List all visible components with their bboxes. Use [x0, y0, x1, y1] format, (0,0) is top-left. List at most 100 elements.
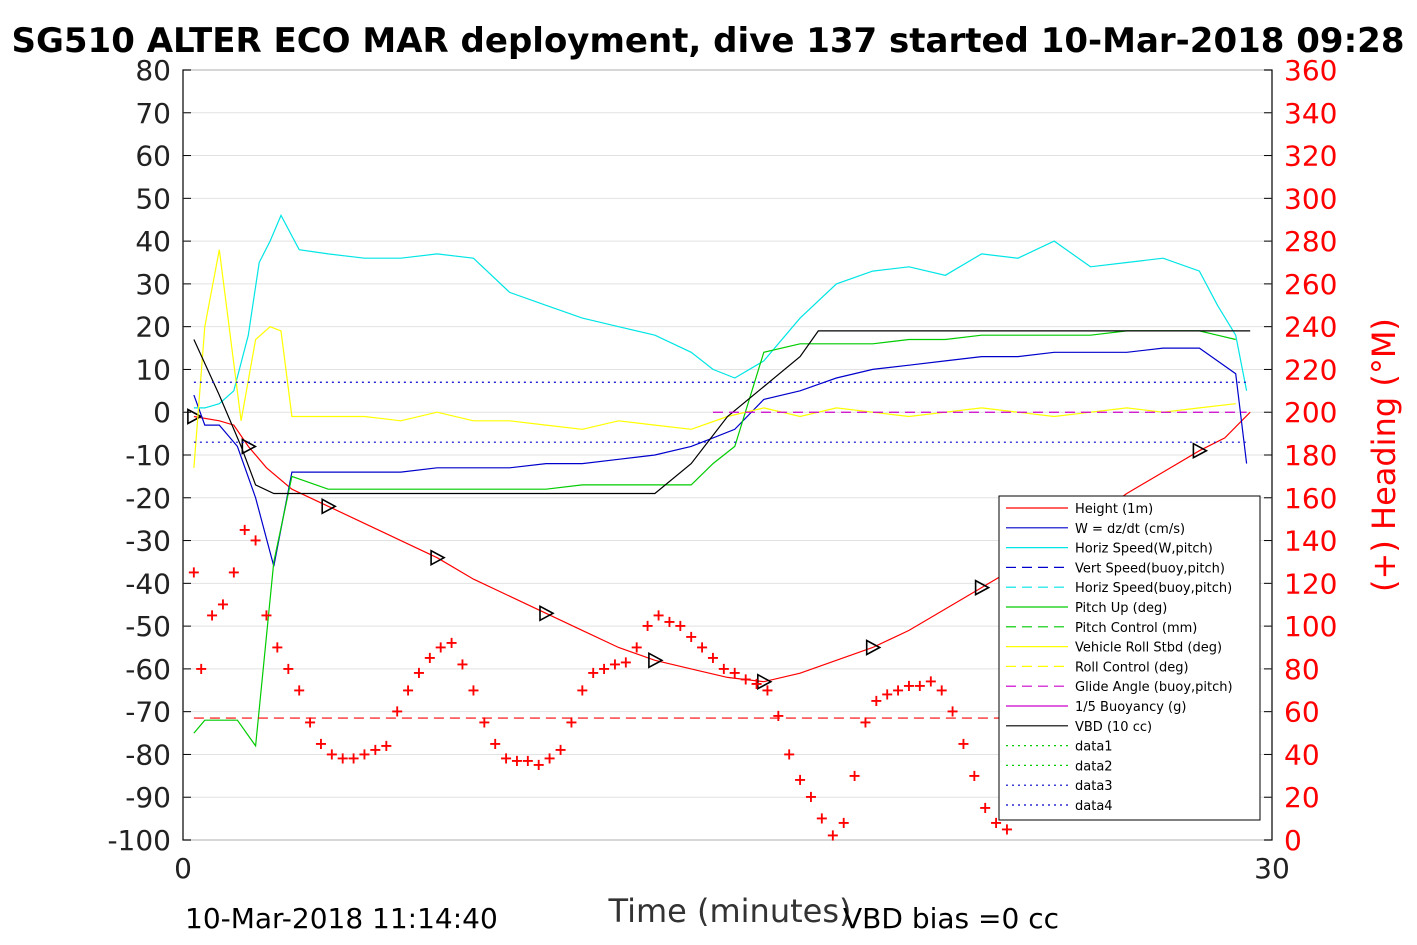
left-tick-label: 40 [135, 225, 171, 258]
legend: Height (1m) W = dz/dt (cm/s) Horiz Speed(W… [998, 495, 1261, 821]
legend-label: data1 [1075, 740, 1113, 755]
right-tick-label: 300 [1284, 182, 1337, 215]
legend-label: Horiz Speed(buoy,pitch) [1075, 581, 1232, 596]
left-tick-label: 10 [135, 353, 171, 386]
legend-label: Pitch Up (deg) [1075, 601, 1167, 616]
heading-point: + [249, 531, 262, 550]
height-marker [648, 651, 664, 669]
right-tick-label: 20 [1284, 781, 1320, 814]
x-axis-label: Time (minutes) [608, 892, 852, 930]
right-tick-label: 40 [1284, 738, 1320, 771]
height-marker [756, 673, 773, 691]
heading-point: + [423, 648, 436, 667]
left-tick-label: -90 [125, 781, 171, 814]
right-axis-label: (+) Heading (°M) [1365, 318, 1403, 592]
x-axis-ticks: 0 30 [174, 832, 1290, 885]
left-tick-label: -60 [125, 653, 171, 686]
heading-point: + [380, 736, 393, 755]
right-tick-label: 260 [1284, 268, 1337, 301]
right-axis-ticks: 3603403203002802602402202001801601401201… [1264, 54, 1337, 857]
right-tick-label: 0 [1284, 824, 1302, 857]
heading-point: + [924, 672, 937, 691]
heading-point: + [467, 680, 480, 699]
legend-label: Pitch Control (mm) [1075, 621, 1197, 636]
timestamp-label: 10-Mar-2018 11:14:40 [185, 902, 498, 935]
legend-label: Roll Control (deg) [1075, 660, 1189, 675]
legend-label: W = dz/dt (cm/s) [1075, 522, 1185, 537]
legend-label: data3 [1075, 779, 1113, 794]
height-marker [430, 549, 446, 567]
left-tick-label: -30 [125, 525, 171, 558]
height-marker [539, 604, 555, 622]
heading-point: + [314, 734, 327, 753]
heading-point: + [336, 749, 349, 768]
heading-point: + [902, 676, 915, 695]
right-tick-label: 280 [1284, 225, 1337, 258]
heading-point: + [848, 766, 861, 785]
left-tick-label: -100 [107, 824, 171, 857]
heading-point: + [478, 712, 491, 731]
height-marker [241, 438, 258, 455]
legend-label: 1/5 Buoyancy (g) [1075, 700, 1186, 715]
series-horiz-speed-w-pitch [193, 214, 1248, 409]
heading-point: + [1000, 819, 1013, 838]
heading-point: + [783, 744, 796, 763]
heading-point: + [499, 749, 512, 768]
left-tick-label: -70 [125, 696, 171, 729]
heading-point: + [717, 659, 730, 678]
right-tick-label: 240 [1284, 311, 1337, 344]
x-tick-label: 0 [174, 852, 192, 885]
legend-label: Glide Angle (buoy,pitch) [1075, 680, 1233, 695]
chart-title: SG510 ALTER ECO MAR deployment, dive 137… [11, 21, 1404, 61]
heading-point: + [750, 674, 763, 693]
heading-point: + [565, 712, 578, 731]
heading-point: + [282, 659, 295, 678]
heading-point: + [445, 633, 458, 652]
legend-label: Height (1m) [1075, 502, 1153, 517]
heading-point: + [543, 749, 556, 768]
right-tick-label: 340 [1284, 97, 1337, 130]
right-tick-label: 60 [1284, 696, 1320, 729]
right-tick-label: 360 [1284, 54, 1337, 87]
left-tick-label: -40 [125, 567, 171, 600]
left-tick-label: 60 [135, 140, 171, 173]
heading-point: + [957, 734, 970, 753]
legend-label: Vehicle Roll Stbd (deg) [1075, 641, 1222, 656]
heading-point: + [968, 766, 981, 785]
heading-point: + [619, 652, 632, 671]
heading-point: + [793, 770, 806, 789]
legend-label: Vert Speed(buoy,pitch) [1075, 561, 1225, 576]
heading-point: + [706, 648, 719, 667]
left-tick-label: 50 [135, 182, 171, 215]
right-tick-label: 200 [1284, 396, 1337, 429]
heading-point: + [608, 655, 621, 674]
left-tick-label: 0 [153, 396, 171, 429]
heading-point: + [804, 787, 817, 806]
heading-point: + [837, 813, 850, 832]
heading-point: + [227, 563, 240, 582]
heading-point: + [205, 605, 218, 624]
heading-point: + [761, 680, 774, 699]
legend-label: data4 [1075, 799, 1113, 814]
heading-point: + [630, 638, 643, 657]
left-tick-label: 20 [135, 311, 171, 344]
right-tick-label: 160 [1284, 482, 1337, 515]
left-tick-label: 70 [135, 97, 171, 130]
heading-point: + [684, 627, 697, 646]
height-marker [321, 497, 337, 515]
heading-point: + [488, 734, 501, 753]
heading-point: + [521, 751, 534, 770]
left-tick-label: -10 [125, 439, 171, 472]
heading-point: + [663, 612, 676, 631]
right-tick-label: 120 [1284, 567, 1337, 600]
heading-point: + [292, 680, 305, 699]
heading-point: + [946, 702, 959, 721]
vbd-bias-label: VBD bias =0 cc [843, 902, 1059, 935]
heading-point: + [652, 605, 665, 624]
legend-label: data2 [1075, 759, 1113, 774]
heading-point: + [271, 638, 284, 657]
heading-point: + [303, 712, 316, 731]
series-pitch-up-deg [193, 330, 1236, 748]
heading-point: + [216, 595, 229, 614]
heading-point: + [412, 663, 425, 682]
